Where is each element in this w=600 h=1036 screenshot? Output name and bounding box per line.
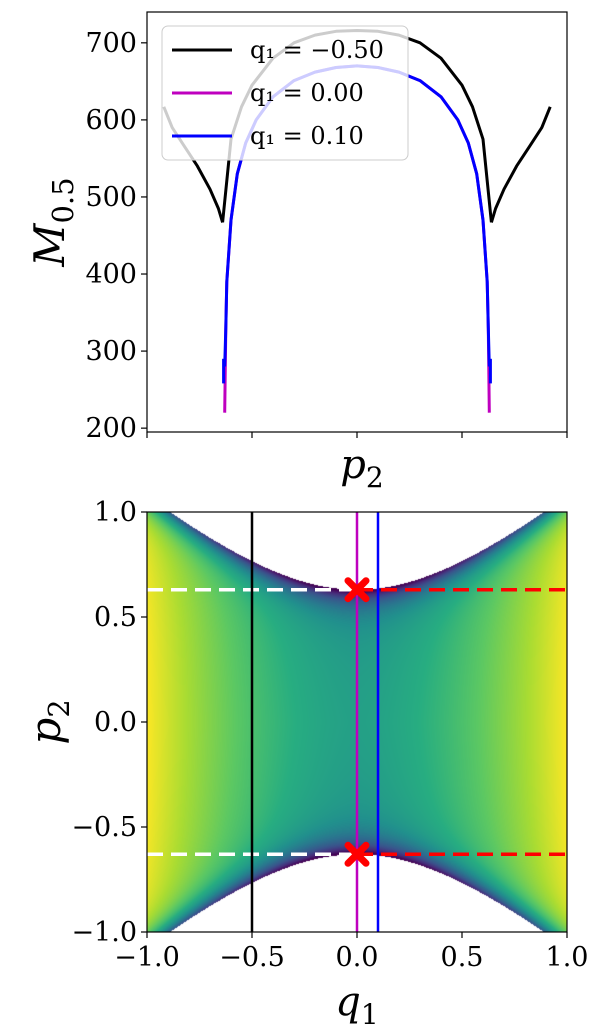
x-marker-stroke: [344, 577, 370, 603]
x-marker-stroke: [344, 841, 370, 867]
top-x-axis-label: p2: [340, 442, 383, 494]
bottom-y-ticks: −1.0 −0.5 0.0 0.5 1.0: [71, 497, 147, 948]
bottom-y-tick-label: −1.0: [71, 917, 137, 948]
bottom-y-tick-label: 0.0: [94, 707, 137, 738]
bottom-y-tick-label: −0.5: [71, 812, 137, 843]
x-marker-0: [344, 577, 370, 603]
bottom-x-tick-label: 0.5: [441, 942, 484, 973]
top-y-ticks: 200 300 400 500 600 700: [85, 28, 147, 444]
legend-label-2: q₁ = 0.10: [250, 122, 364, 150]
legend-label-0: q₁ = −0.50: [250, 36, 384, 64]
bottom-x-tick-label: −1.0: [114, 942, 180, 973]
bottom-x-axis-label: q1: [335, 979, 378, 1031]
top-x-ticks: [146, 432, 568, 438]
bottom-x-tick-label: 0.0: [336, 942, 379, 973]
bottom-x-tick-label: −0.5: [219, 942, 285, 973]
top-y-axis-label: M0.5: [25, 177, 80, 267]
bottom-x-tick-label: 1.0: [546, 942, 589, 973]
bottom-y-axis-label: p2: [21, 699, 76, 744]
legend: q₁ = −0.50 q₁ = 0.00 q₁ = 0.10: [161, 25, 409, 161]
top-y-tick-label: 500: [85, 182, 137, 213]
bottom-y-tick-label: 0.5: [94, 602, 137, 633]
top-y-tick-label: 200: [85, 413, 137, 444]
x-marker-1: [344, 841, 370, 867]
heatmap-overlay: [147, 512, 567, 932]
top-y-tick-label: 300: [85, 336, 137, 367]
top-y-tick-label: 400: [85, 259, 137, 290]
top-y-tick-label: 700: [85, 28, 137, 59]
bottom-x-ticks: −1.0 −0.5 0.0 0.5 1.0: [114, 932, 588, 973]
bottom-y-tick-label: 1.0: [94, 497, 137, 528]
series-line-0-seg-2: [489, 106, 552, 223]
legend-label-1: q₁ = 0.00: [250, 79, 364, 107]
bottom-heatmap: −1.0 −0.5 0.0 0.5 1.0 −1.0 −0.5 0.0 0.5 1.0 q1 p…: [21, 497, 588, 1031]
legend-box: [161, 25, 409, 161]
top-y-tick-label: 600: [85, 105, 137, 136]
